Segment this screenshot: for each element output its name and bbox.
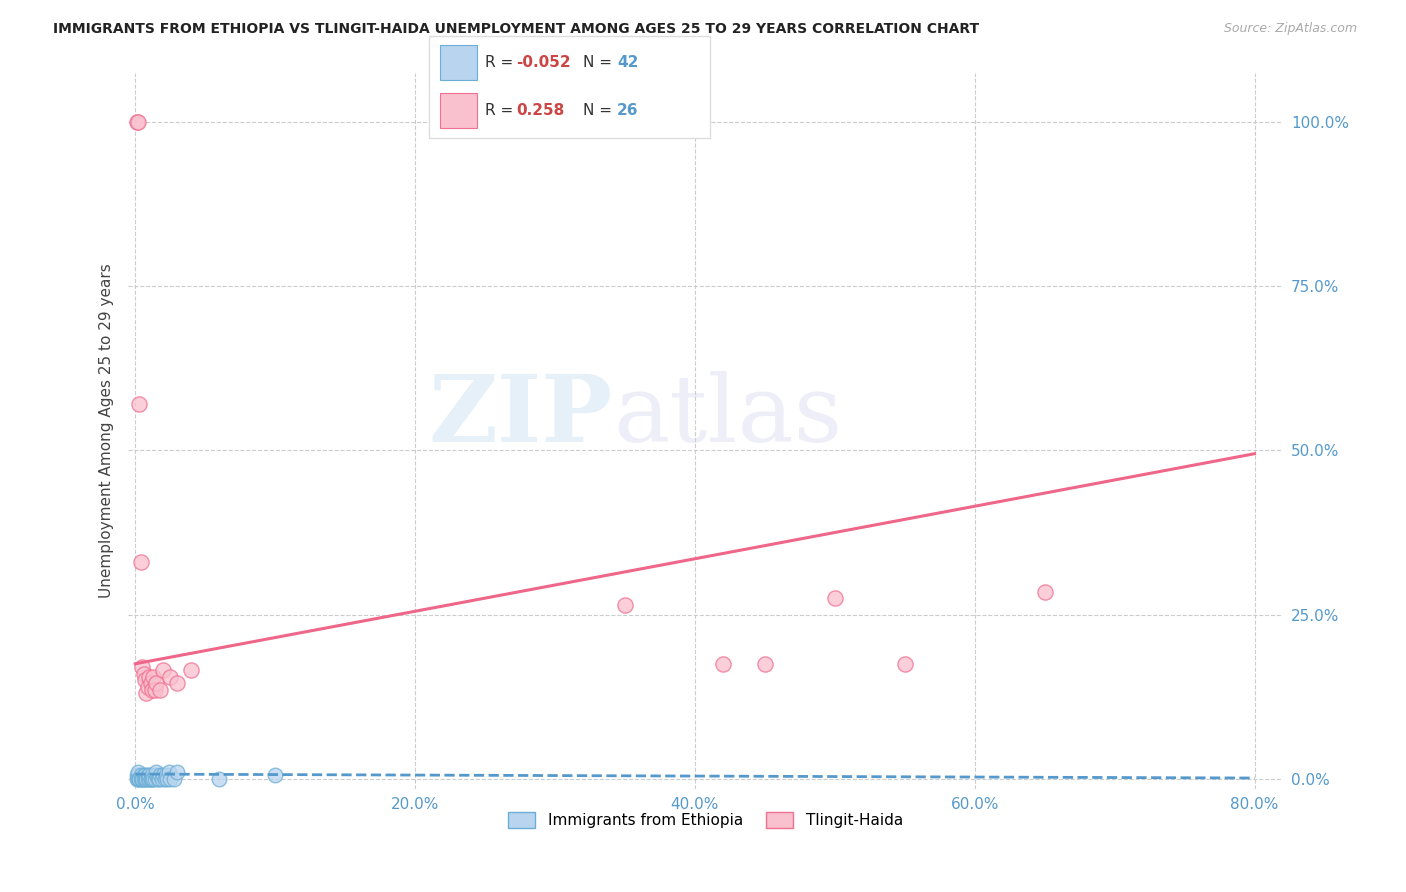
Point (135, 772, 157, 786)
Point (141, 768, 163, 782)
Text: Source: ZipAtlas.com: Source: ZipAtlas.com (1223, 22, 1357, 36)
Point (893, 657, 915, 671)
Point (157, 765, 180, 780)
Point (131, 660, 153, 674)
Point (138, 768, 160, 782)
Point (134, 768, 156, 782)
Point (264, 768, 287, 782)
Text: N =: N = (583, 103, 617, 118)
Y-axis label: Unemployment Among Ages 25 to 29 years: Unemployment Among Ages 25 to 29 years (100, 263, 114, 599)
Point (754, 657, 776, 671)
Point (142, 670, 165, 684)
Point (824, 591, 846, 606)
Point (127, 765, 149, 780)
Point (141, 683, 163, 698)
Point (146, 772, 169, 786)
Point (149, 683, 172, 698)
Point (155, 768, 177, 782)
FancyBboxPatch shape (440, 93, 477, 128)
Point (132, 768, 155, 782)
Point (153, 772, 176, 786)
Text: IMMIGRANTS FROM ETHIOPIA VS TLINGIT-HAIDA UNEMPLOYMENT AMONG AGES 25 TO 29 YEARS: IMMIGRANTS FROM ETHIOPIA VS TLINGIT-HAID… (53, 22, 980, 37)
Point (145, 765, 167, 780)
Point (134, 772, 156, 786)
Point (711, 657, 734, 671)
Point (139, 772, 162, 786)
Point (128, 772, 150, 786)
Point (149, 768, 172, 782)
Point (613, 598, 636, 612)
Point (131, 772, 153, 786)
Point (141, 772, 163, 786)
Point (128, 772, 150, 786)
Point (145, 676, 167, 690)
Point (152, 768, 174, 782)
Text: atlas: atlas (613, 371, 842, 461)
Point (163, 772, 186, 786)
Text: -0.052: -0.052 (516, 54, 571, 70)
Point (136, 768, 159, 782)
Point (180, 664, 202, 678)
Point (136, 772, 159, 786)
Point (128, 397, 150, 411)
Point (139, 676, 162, 690)
Point (156, 772, 179, 786)
Text: R =: R = (485, 103, 523, 118)
Point (135, 686, 157, 700)
Point (166, 765, 188, 780)
Text: 0.258: 0.258 (516, 103, 564, 118)
FancyBboxPatch shape (429, 36, 710, 138)
Point (129, 555, 152, 569)
Point (166, 676, 188, 690)
Point (143, 683, 166, 698)
Text: R =: R = (485, 54, 519, 70)
Point (139, 772, 162, 786)
Text: 42: 42 (617, 54, 638, 70)
Point (134, 673, 156, 688)
Point (148, 772, 170, 786)
Text: N =: N = (583, 54, 617, 70)
Point (159, 670, 181, 684)
Point (132, 666, 155, 681)
Point (132, 772, 155, 786)
Point (129, 768, 152, 782)
Point (138, 670, 160, 684)
Point (125, 115, 148, 129)
Point (138, 772, 160, 786)
Point (142, 772, 165, 786)
Point (1033, 584, 1056, 599)
Point (145, 768, 167, 782)
Point (129, 772, 152, 786)
Point (159, 772, 181, 786)
Legend: Immigrants from Ethiopia, Tlingit-Haida: Immigrants from Ethiopia, Tlingit-Haida (502, 805, 908, 835)
Point (127, 772, 149, 786)
Text: ZIP: ZIP (429, 371, 613, 461)
Point (135, 772, 157, 786)
Point (152, 664, 174, 678)
Text: 26: 26 (617, 103, 638, 118)
Point (136, 680, 159, 694)
Point (150, 772, 173, 786)
Point (127, 115, 149, 129)
Point (208, 772, 231, 786)
Point (125, 768, 148, 782)
Point (131, 772, 153, 786)
Point (125, 772, 148, 786)
FancyBboxPatch shape (440, 45, 477, 79)
Point (143, 772, 166, 786)
